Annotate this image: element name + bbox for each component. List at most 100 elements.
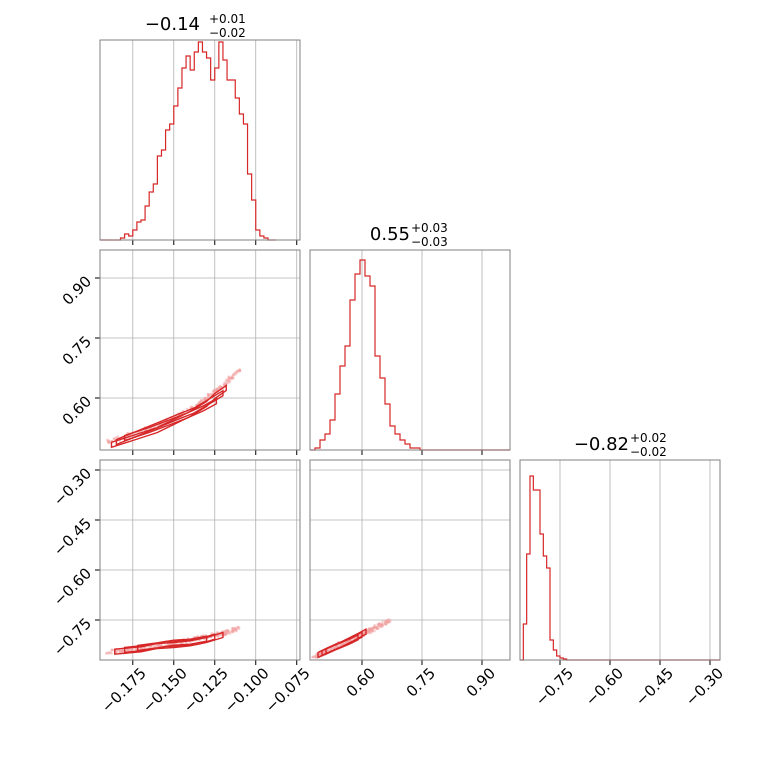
- panel-frame: [309, 459, 511, 661]
- panel-scatter-2-0: [95, 459, 301, 665]
- tick-labels-y2: −0.30 −0.45 −0.60 −0.75: [50, 464, 95, 659]
- contour-line: [115, 389, 224, 446]
- scatter-point: [223, 381, 226, 384]
- scatter-point: [115, 651, 118, 654]
- panel-frame: [309, 249, 511, 451]
- scatter-point: [386, 620, 389, 624]
- y-tick-label: 0.75: [59, 332, 95, 368]
- y-tick-label: −0.45: [50, 514, 95, 559]
- scatter-point: [373, 623, 377, 627]
- scatter-point: [381, 620, 384, 623]
- scatter-point: [233, 628, 237, 632]
- scatter-point: [373, 629, 376, 633]
- panel-frame: [99, 249, 301, 451]
- scatter-point: [371, 628, 374, 632]
- tick-labels-y1: 0.60 0.75 0.90: [59, 272, 95, 428]
- scatter-point: [108, 650, 112, 654]
- contour-line: [123, 397, 218, 442]
- panel-frame: [99, 39, 301, 241]
- scatter-point: [111, 648, 114, 652]
- scatter-point: [226, 631, 230, 634]
- x-tick-label: −0.75: [532, 664, 577, 709]
- x-tick-label: −0.45: [632, 664, 677, 709]
- panel-frame: [99, 459, 301, 661]
- scatter-point: [380, 623, 384, 627]
- scatter-point: [223, 630, 226, 634]
- histogram-bin-step: [520, 475, 720, 661]
- title-p1-main: 0.55: [370, 224, 410, 245]
- scatter-point: [332, 646, 335, 650]
- histogram-bin-step: [310, 259, 510, 451]
- title-p2-sup: +0.02: [630, 431, 667, 445]
- scatter-point: [216, 635, 220, 638]
- tick-labels-x2: −0.75 −0.60 −0.45 −0.30: [532, 664, 727, 709]
- title-p1-sub: −0.03: [411, 235, 448, 249]
- scatter-point: [105, 651, 109, 655]
- scatter-point: [134, 647, 137, 651]
- y-tick-label: 0.90: [59, 272, 95, 308]
- scatter-point: [226, 378, 230, 382]
- scatter-point: [199, 400, 202, 403]
- scatter-point: [311, 655, 315, 659]
- scatter-point: [116, 435, 120, 439]
- scatter-point: [374, 626, 377, 630]
- title-p0: −0.14: [145, 14, 200, 35]
- x-tick-label: −0.175: [98, 664, 150, 716]
- title-p0-main: −0.14: [145, 14, 200, 35]
- scatter-point: [367, 627, 370, 631]
- title-p1: 0.55: [370, 224, 410, 245]
- title-p0-sub: −0.02: [209, 26, 246, 40]
- panel-hist-1: [309, 249, 511, 455]
- x-tick-label: 0.75: [403, 664, 439, 700]
- x-tick-label: −0.150: [139, 664, 191, 716]
- scatter-point: [185, 407, 189, 411]
- y-tick-label: −0.30: [50, 464, 95, 509]
- title-p0-sup: +0.01: [209, 12, 246, 26]
- panel-scatter-1-0: [95, 249, 301, 455]
- scatter-point: [235, 369, 239, 373]
- panel-hist-0: [99, 39, 301, 245]
- tick-labels-x1: 0.60 0.75 0.90: [343, 664, 499, 700]
- title-p2-main: −0.82: [574, 434, 629, 455]
- scatter-point: [226, 381, 229, 384]
- title-p2-sub: −0.02: [630, 445, 667, 459]
- scatter-point: [230, 627, 234, 630]
- scatter-point: [121, 649, 125, 653]
- scatter-point: [230, 375, 234, 379]
- scatter-point: [219, 384, 222, 388]
- scatter-point: [372, 626, 375, 630]
- tick-labels-x0: −0.175−0.150−0.125−0.100−0.075: [98, 664, 314, 716]
- panel-scatter-2-1: [309, 459, 511, 665]
- scatter-point: [157, 643, 160, 647]
- x-tick-label: 0.60: [343, 664, 379, 700]
- x-tick-label: −0.075: [262, 664, 314, 716]
- x-tick-label: −0.100: [221, 664, 273, 716]
- scatter-point: [205, 397, 208, 401]
- title-p1-sup: +0.03: [411, 221, 448, 235]
- y-tick-label: −0.75: [50, 614, 95, 659]
- panel-frame: [519, 459, 721, 661]
- contour-line: [137, 635, 208, 652]
- scatter-point: [378, 624, 382, 627]
- x-tick-label: 0.90: [463, 664, 499, 700]
- scatter-point: [226, 629, 230, 632]
- x-tick-label: −0.30: [682, 664, 727, 709]
- scatter-point: [233, 373, 237, 376]
- scatter-point: [237, 626, 241, 629]
- scatter-point: [238, 368, 242, 372]
- title-p2: −0.82: [574, 434, 629, 455]
- x-tick-label: −0.60: [582, 664, 627, 709]
- histogram-bin-step: [100, 41, 277, 241]
- scatter-point: [202, 397, 206, 401]
- scatter-point: [213, 389, 216, 392]
- scatter-point: [384, 622, 388, 626]
- contour-line: [325, 633, 359, 656]
- scatter-point: [207, 393, 210, 397]
- x-tick-label: −0.125: [180, 664, 232, 716]
- contour-line: [110, 384, 227, 449]
- y-tick-label: 0.60: [59, 392, 95, 428]
- panel-hist-2: [519, 459, 721, 665]
- scatter-point: [367, 630, 370, 634]
- scatter-point: [106, 440, 110, 443]
